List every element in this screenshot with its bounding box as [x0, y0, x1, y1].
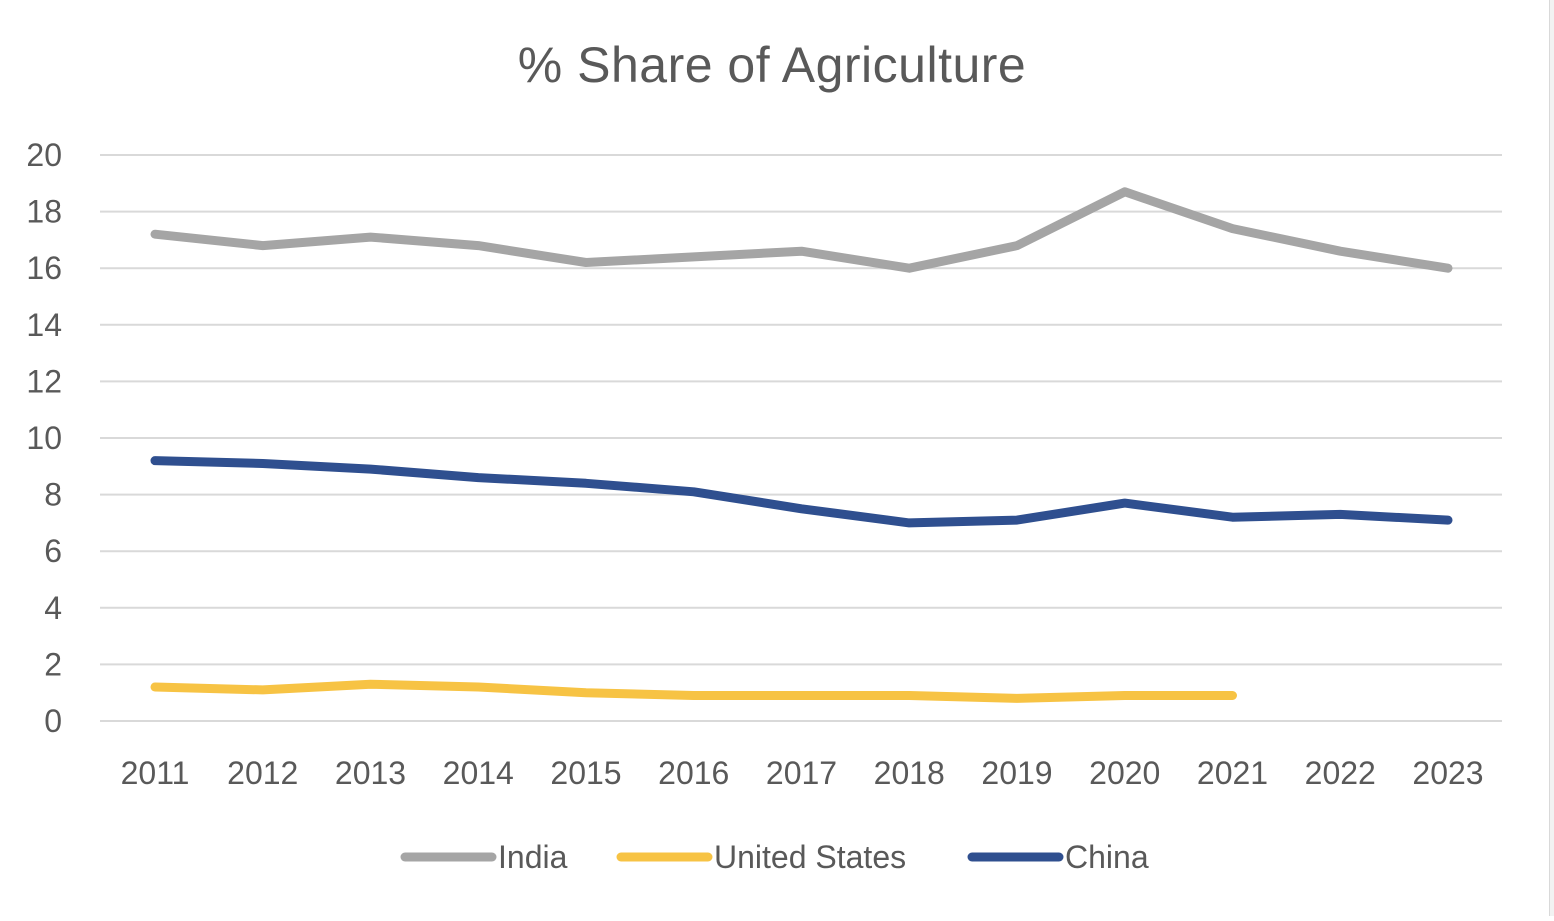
x-tick-label: 2023: [1412, 755, 1483, 791]
y-tick-label: 0: [44, 703, 62, 739]
x-tick-label: 2018: [874, 755, 945, 791]
series-line-china: [150, 456, 1453, 528]
series-lines: [150, 187, 1453, 703]
x-tick-label: 2012: [227, 755, 298, 791]
series-line-india: [150, 187, 1453, 273]
y-axis-ticks: 0 2 4 6 8 10 12 14 16 18 20: [26, 137, 62, 739]
x-tick-label: 2011: [121, 755, 190, 791]
chart-title: % Share of Agriculture: [517, 37, 1027, 93]
gridlines: [100, 154, 1502, 722]
y-tick-label: 14: [26, 307, 62, 343]
legend-item-china: China: [967, 839, 1149, 875]
legend-item-india: India: [400, 839, 568, 875]
legend-label: United States: [714, 839, 906, 875]
x-tick-label: 2020: [1089, 755, 1160, 791]
series-line-united-states: [150, 679, 1237, 703]
window-edge: [1549, 0, 1554, 916]
y-tick-label: 18: [26, 194, 62, 230]
y-tick-label: 10: [26, 420, 62, 456]
y-tick-label: 8: [44, 477, 62, 513]
legend: India United States China: [400, 839, 1149, 875]
x-tick-label: 2014: [443, 755, 514, 791]
legend-label: China: [1065, 839, 1149, 875]
y-tick-label: 20: [26, 137, 62, 173]
x-tick-label: 2022: [1305, 755, 1376, 791]
x-tick-label: 2019: [981, 755, 1052, 791]
x-tick-label: 2021: [1197, 755, 1268, 791]
y-tick-label: 16: [26, 250, 62, 286]
legend-item-united-states: United States: [616, 839, 906, 875]
x-tick-label: 2015: [550, 755, 621, 791]
x-tick-label: 2016: [658, 755, 729, 791]
y-tick-label: 2: [44, 646, 62, 682]
x-tick-label: 2013: [335, 755, 406, 791]
y-tick-label: 6: [44, 533, 62, 569]
legend-label: India: [498, 839, 568, 875]
y-tick-label: 12: [26, 363, 62, 399]
y-tick-label: 4: [44, 590, 62, 626]
x-axis-ticks: 2011 2012 2013 2014 2015 2016 2017 2018 2019 2020…: [121, 755, 1484, 791]
x-tick-label: 2017: [766, 755, 837, 791]
